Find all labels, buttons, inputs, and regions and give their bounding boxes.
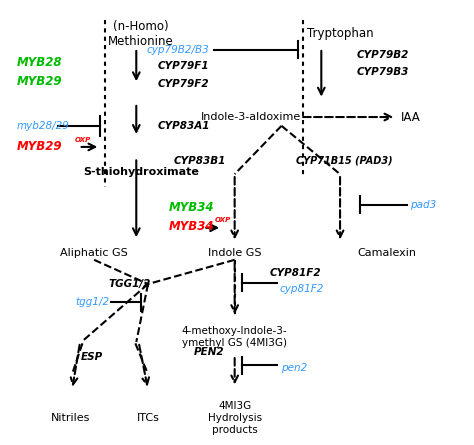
Text: TGG1/2: TGG1/2: [108, 279, 150, 289]
Text: Indole-3-aldoxime: Indole-3-aldoxime: [201, 112, 301, 122]
Text: CYP83B1: CYP83B1: [173, 156, 226, 166]
Text: cyp79B2/B3: cyp79B2/B3: [146, 45, 209, 55]
Text: MYB28: MYB28: [17, 56, 63, 69]
Text: ESP: ESP: [81, 352, 103, 361]
Text: pad3: pad3: [410, 200, 437, 210]
Text: Tryptophan: Tryptophan: [307, 27, 374, 40]
Text: S-thiohydroximate: S-thiohydroximate: [83, 167, 199, 177]
Text: MYB34: MYB34: [169, 201, 215, 214]
Text: MYB34: MYB34: [169, 220, 215, 233]
Text: cyp81F2: cyp81F2: [279, 284, 324, 294]
Text: tgg1/2: tgg1/2: [75, 297, 109, 307]
Text: CYP79F1: CYP79F1: [157, 61, 209, 72]
Text: PEN2: PEN2: [193, 347, 224, 357]
Text: pen2: pen2: [282, 363, 308, 372]
Text: ITCs: ITCs: [137, 413, 159, 423]
Text: (n-Homo)
Methionine: (n-Homo) Methionine: [108, 20, 174, 48]
Text: MYB29: MYB29: [17, 141, 63, 154]
Text: 4-methoxy-Indole-3-
ymethyl GS (4MI3G): 4-methoxy-Indole-3- ymethyl GS (4MI3G): [182, 326, 287, 348]
Text: IAA: IAA: [401, 110, 420, 124]
Text: OXP: OXP: [74, 137, 91, 142]
Text: CYP81F2: CYP81F2: [270, 268, 321, 278]
Text: Nitriles: Nitriles: [51, 413, 91, 423]
Text: 4MI3G
Hydrolysis
products: 4MI3G Hydrolysis products: [208, 401, 262, 435]
Text: CYP79F2: CYP79F2: [157, 79, 209, 89]
Text: CYP83A1: CYP83A1: [157, 121, 210, 131]
Text: OXP: OXP: [215, 217, 231, 223]
Text: Aliphatic GS: Aliphatic GS: [60, 248, 128, 258]
Text: Indole GS: Indole GS: [208, 248, 261, 258]
Text: CYP79B3: CYP79B3: [356, 67, 409, 77]
Text: myb28/29: myb28/29: [17, 121, 70, 131]
Text: CYP71B15 (PAD3): CYP71B15 (PAD3): [296, 156, 393, 166]
Text: MYB29: MYB29: [17, 75, 63, 89]
Text: Camalexin: Camalexin: [357, 248, 416, 258]
Text: CYP79B2: CYP79B2: [356, 50, 409, 60]
